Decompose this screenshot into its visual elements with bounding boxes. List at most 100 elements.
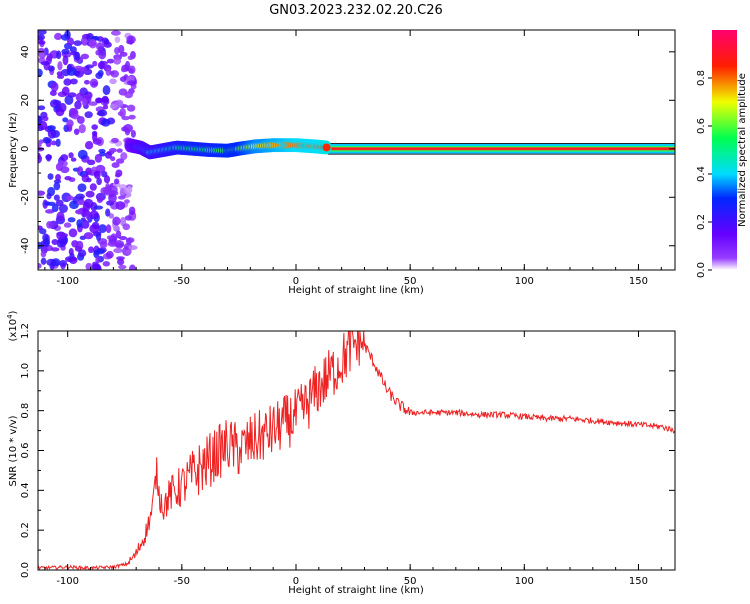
noise-blob xyxy=(47,125,56,131)
noise-blob xyxy=(89,224,100,234)
noise-blob xyxy=(38,40,46,45)
noise-blob xyxy=(93,170,101,180)
noise-blob xyxy=(124,127,131,136)
noise-blob xyxy=(96,177,102,186)
noise-blob xyxy=(50,247,60,252)
noise-blob xyxy=(118,44,125,54)
noise-blob xyxy=(84,111,93,119)
noise-blob xyxy=(56,231,66,240)
noise-blob xyxy=(96,111,105,116)
noise-blob xyxy=(99,240,108,249)
x-tick-label: 100 xyxy=(515,576,534,587)
noise-blob xyxy=(114,36,121,44)
noise-blob xyxy=(61,48,70,55)
noise-blob xyxy=(110,156,116,162)
noise-blob xyxy=(77,149,88,160)
colorbar-tick-label: 0.4 xyxy=(696,166,707,182)
noise-blob xyxy=(111,137,119,143)
noise-blob xyxy=(59,238,67,248)
noise-blob xyxy=(95,264,102,270)
noise-blob xyxy=(105,67,112,77)
noise-blob xyxy=(105,208,111,217)
y-tick-label: 0.8 xyxy=(20,403,31,419)
noise-blob xyxy=(64,175,72,181)
noise-blob xyxy=(47,173,54,180)
noise-blob xyxy=(60,154,69,162)
noise-blob xyxy=(126,238,132,245)
x-tick-label: 100 xyxy=(515,276,534,287)
noise-blob xyxy=(55,173,62,181)
noise-blob xyxy=(104,151,112,159)
noise-blob xyxy=(102,261,111,267)
x-tick-label: 50 xyxy=(404,576,417,587)
noise-blob xyxy=(78,124,86,134)
x-axis-label: Height of straight line (km) xyxy=(288,285,424,296)
noise-blob xyxy=(119,107,126,118)
noise-blob xyxy=(56,211,65,222)
noise-blob xyxy=(63,78,72,86)
noise-blob xyxy=(96,196,103,203)
noise-blob xyxy=(114,173,121,178)
noise-blob xyxy=(92,60,98,67)
y-tick-label: 20 xyxy=(20,94,31,107)
noise-blob xyxy=(128,206,136,216)
spectrogram-frame xyxy=(37,29,676,271)
noise-blob xyxy=(103,175,111,184)
x-tick-label: 0 xyxy=(293,576,299,587)
noise-blob xyxy=(66,195,74,201)
colorbar-gradient xyxy=(712,30,737,270)
noise-blob xyxy=(83,232,94,240)
noise-blob xyxy=(49,90,57,97)
noise-blob xyxy=(45,209,55,214)
x-tick-label: 50 xyxy=(404,276,417,287)
noise-blob xyxy=(113,178,120,185)
noise-blob xyxy=(40,250,47,258)
noise-blob xyxy=(119,187,125,198)
noise-blob xyxy=(120,152,128,160)
noise-blob xyxy=(46,220,53,229)
noise-blob xyxy=(113,57,122,65)
noise-blob xyxy=(115,230,122,239)
noise-blob xyxy=(118,236,128,241)
noise-blob xyxy=(113,248,123,254)
noise-blob xyxy=(68,152,74,159)
noise-blob xyxy=(128,245,138,251)
noise-blob xyxy=(77,183,87,192)
noise-blob xyxy=(73,65,84,72)
noise-blob xyxy=(76,209,83,215)
noise-blob xyxy=(38,139,44,144)
noise-blob xyxy=(76,199,86,206)
noise-blob xyxy=(61,86,70,96)
noise-blob xyxy=(38,262,42,269)
colorbar-tick-label: 0.8 xyxy=(696,70,707,86)
x-tick-label: -50 xyxy=(174,576,190,587)
noise-blob xyxy=(106,58,115,64)
noise-blob xyxy=(117,258,125,266)
noise-blob xyxy=(50,81,59,92)
noise-blob xyxy=(96,42,105,51)
noise-blob xyxy=(51,140,57,146)
noise-blob xyxy=(114,239,125,249)
noise-blob xyxy=(129,264,136,270)
noise-blob xyxy=(80,217,86,222)
noise-blob xyxy=(62,117,69,123)
y-tick-label: 0.4 xyxy=(20,482,31,498)
noise-blob xyxy=(46,192,52,200)
noise-blob xyxy=(103,41,112,48)
noise-blob xyxy=(53,182,61,191)
noise-blob xyxy=(57,61,63,71)
noise-blob xyxy=(108,193,117,203)
noise-blob xyxy=(130,129,136,138)
x-tick-label: 150 xyxy=(629,276,648,287)
noise-blob xyxy=(66,64,73,72)
noise-blob xyxy=(95,256,101,264)
noise-blob xyxy=(114,101,124,108)
noise-blob xyxy=(127,55,134,61)
noise-blob xyxy=(85,190,95,198)
noise-blob xyxy=(51,203,59,213)
noise-blob xyxy=(115,158,125,164)
noise-blob xyxy=(46,154,52,162)
y-tick-label: 1.2 xyxy=(20,323,31,339)
noise-blob xyxy=(93,205,104,210)
snr-series-line xyxy=(38,331,675,570)
